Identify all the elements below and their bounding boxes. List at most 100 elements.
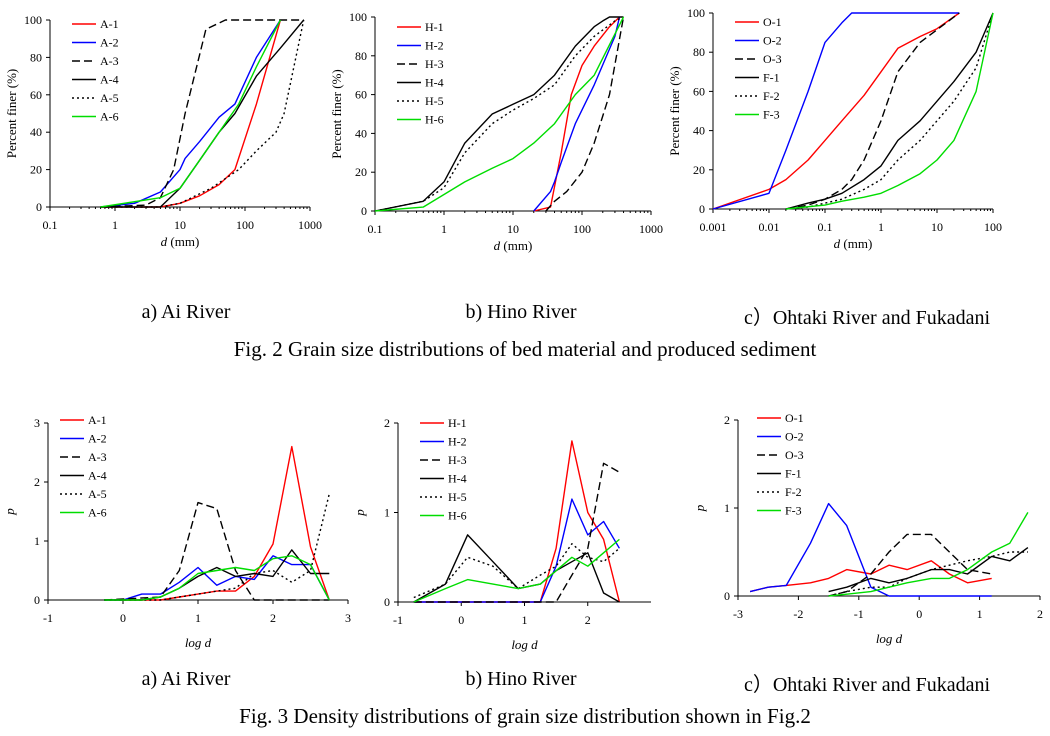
legend-label-A-6: A-6 — [88, 506, 107, 520]
legend-label-A-1: A-1 — [88, 413, 107, 427]
legend-label-H-5: H-5 — [425, 94, 444, 108]
y-tick-label: 100 — [687, 6, 705, 20]
legend-label-H-4: H-4 — [425, 76, 444, 90]
legend-label-F-3: F-3 — [785, 504, 802, 518]
x-tick-label: 100 — [236, 218, 254, 232]
legend-label-F-1: F-1 — [763, 71, 780, 85]
x-tick-label: 10 — [931, 220, 943, 234]
series-line-H-3 — [545, 16, 625, 212]
legend-label-O-3: O-3 — [763, 52, 782, 66]
subtitle-fig2a: a) Ai River — [141, 301, 231, 323]
legend-label-O-2: O-2 — [785, 430, 804, 444]
x-tick-label: -1 — [393, 613, 403, 627]
x-axis-label-unit: (mm) — [167, 234, 199, 249]
chart-fig2a: 0 20 40 60 80 100 0.1 1 10 100 1000 d (mm) Percent f… — [4, 13, 322, 249]
y-tick-label: 60 — [30, 88, 42, 102]
x-tick-label: -2 — [793, 607, 803, 621]
x-tick-label: -1 — [43, 611, 53, 625]
x-tick-label: 0 — [458, 613, 464, 627]
x-tick-label: 100 — [573, 222, 591, 236]
series-line-A-4 — [100, 19, 305, 208]
x-tick-label: 10 — [507, 222, 519, 236]
y-tick-label: 0 — [36, 200, 42, 214]
y-tick-label: 40 — [693, 124, 705, 138]
y-axis-label: p — [2, 508, 17, 516]
legend-label-O-2: O-2 — [763, 34, 782, 48]
x-tick-label: 1000 — [298, 218, 322, 232]
y-tick-label: 60 — [355, 88, 367, 102]
series-line-O-3 — [828, 533, 992, 597]
x-axis-label-var: d — [161, 234, 168, 249]
series-line-A-6 — [104, 555, 330, 601]
x-tick-label: 10 — [174, 218, 186, 232]
y-tick-label: 100 — [24, 13, 42, 27]
x-axis-label: d (mm) — [161, 234, 200, 249]
legend-label-H-6: H-6 — [425, 113, 444, 127]
subtitle-fig2c: c）Ohtaki River and Fukadani — [743, 307, 991, 329]
subtitle-fig2b: b) Hino River — [465, 301, 577, 323]
legend-label-H-5: H-5 — [448, 490, 467, 504]
series-line-A-2 — [104, 555, 330, 601]
legend-label-O-1: O-1 — [763, 15, 782, 29]
y-tick-label: 20 — [30, 163, 42, 177]
y-axis-label: Percent finer (%) — [667, 66, 682, 156]
x-tick-label: 0.01 — [759, 220, 780, 234]
series-line-A-3 — [100, 19, 304, 208]
legend-label-H-3: H-3 — [448, 453, 467, 467]
legend-label-O-3: O-3 — [785, 448, 804, 462]
legend-label-A-4: A-4 — [88, 469, 107, 483]
y-tick-label: 20 — [355, 165, 367, 179]
y-tick-label: 80 — [693, 45, 705, 59]
series-line-A-1 — [100, 19, 282, 208]
x-tick-label: 1 — [112, 218, 118, 232]
x-axis-label-unit: (mm) — [500, 238, 532, 253]
series-line-F-2 — [828, 551, 1028, 597]
series-line-F-1 — [785, 12, 994, 210]
x-tick-label: -1 — [854, 607, 864, 621]
x-tick-label: 1 — [522, 613, 528, 627]
chart-fig3c: 0 1 2 -3 -2 -1 0 1 2 log d p O-1 O-2 O-3 F-1 F-2 F-3 — [692, 411, 1043, 646]
subtitle-fig3c: c）Ohtaki River and Fukadani — [743, 674, 991, 696]
x-axis-label: log d — [511, 637, 538, 652]
series-line-A-2 — [100, 19, 281, 208]
series-line-F-3 — [828, 512, 1029, 597]
legend-label-H-2: H-2 — [425, 39, 444, 53]
x-tick-label: 1 — [878, 220, 884, 234]
x-tick-label: 0 — [916, 607, 922, 621]
legend-label-H-3: H-3 — [425, 57, 444, 71]
series-line-H-3 — [413, 462, 620, 603]
legend-label-F-1: F-1 — [785, 467, 802, 481]
y-tick-label: 0 — [34, 593, 40, 607]
legend-label-A-3: A-3 — [88, 450, 107, 464]
y-tick-label: 40 — [355, 126, 367, 140]
legend-label-A-4: A-4 — [100, 73, 119, 87]
x-tick-label: 2 — [585, 613, 591, 627]
x-tick-label: 3 — [345, 611, 351, 625]
y-tick-label: 1 — [724, 501, 730, 515]
legend-label-H-2: H-2 — [448, 435, 467, 449]
x-tick-label: 0.1 — [43, 218, 58, 232]
series-line-H-4 — [374, 16, 624, 212]
series-line-H-5 — [374, 16, 624, 212]
y-tick-label: 100 — [349, 10, 367, 24]
y-tick-label: 0 — [699, 202, 705, 216]
legend-label-F-3: F-3 — [763, 108, 780, 122]
y-tick-label: 0 — [384, 595, 390, 609]
series-line-O-1 — [712, 12, 960, 210]
legend-label-F-2: F-2 — [763, 89, 780, 103]
subtitle-fig3b: b) Hino River — [465, 668, 577, 690]
chart-fig2b: 0 20 40 60 80 100 0.1 1 10 100 1000 d (mm) Percent f… — [329, 10, 663, 253]
x-tick-label: 2 — [270, 611, 276, 625]
series-line-A-3 — [104, 501, 330, 601]
legend-label-F-2: F-2 — [785, 485, 802, 499]
legend-label-H-1: H-1 — [448, 416, 467, 430]
x-tick-label: 100 — [984, 220, 1002, 234]
series-line-H-1 — [413, 440, 621, 603]
legend-label-H-1: H-1 — [425, 20, 444, 34]
legend-label-A-5: A-5 — [88, 487, 107, 501]
series-line-H-6 — [374, 16, 625, 212]
y-axis-label: p — [352, 509, 367, 517]
x-tick-label: 0.1 — [818, 220, 833, 234]
